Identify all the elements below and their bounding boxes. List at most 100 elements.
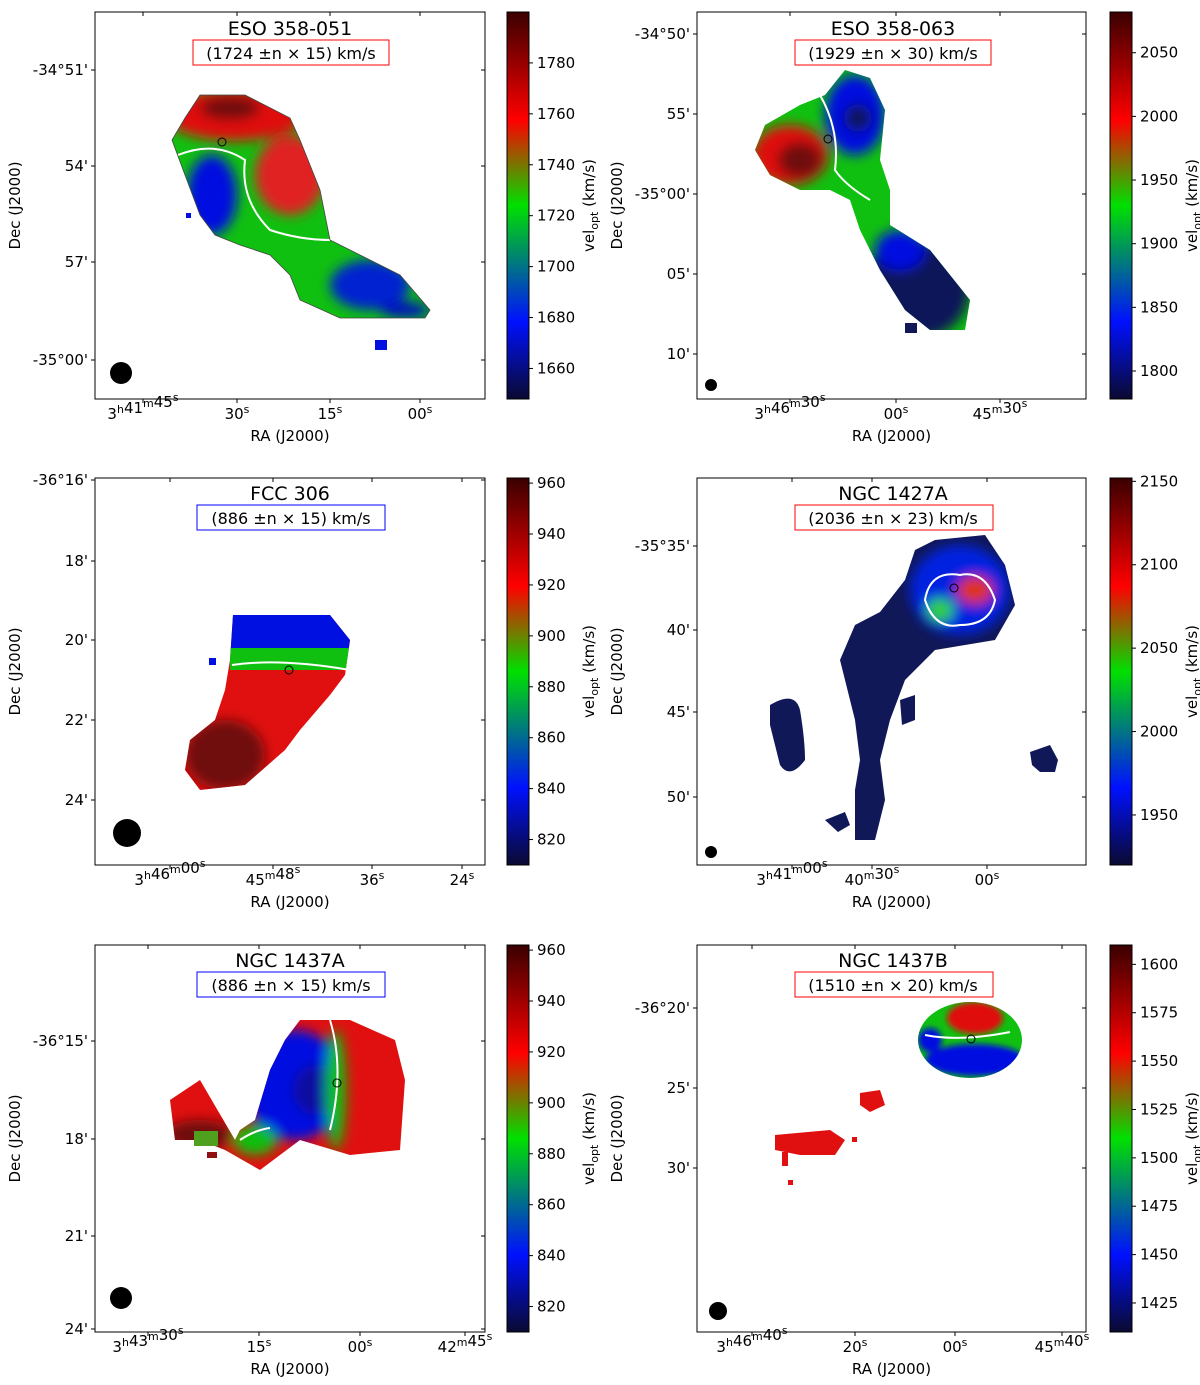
axes-layer: 3h41m45s 30s 15s 00s -34°51' 54' 57' -35°00' RA …: [6, 11, 1200, 1378]
x-tick-label: 20s: [843, 1336, 868, 1356]
x-tick-label: 15s: [247, 1336, 272, 1356]
subtitle-box: [192, 39, 390, 66]
colorbar-tick-label: 820: [537, 1298, 566, 1316]
systemic-contour: [177, 147, 331, 241]
colorbar-tick-label: 1850: [1140, 298, 1178, 316]
y-tick-label: 45': [667, 703, 690, 721]
panel-subtitle: (1510 ±n × 20) km/s: [808, 976, 977, 995]
colorbar-label: velopt (km/s): [1183, 159, 1200, 252]
y-axis-label: Dec (J2000): [608, 1094, 626, 1182]
y-tick-label: 57': [65, 253, 88, 271]
systemic-contour: [924, 1031, 1011, 1039]
panel-ngc-1427a: NGC 1427A (2036 ±n × 23) km/s: [696, 477, 1087, 866]
x-axis-label: RA (J2000): [852, 427, 931, 445]
colorbar-tick-label: 960: [537, 474, 566, 492]
y-tick-label: 50': [667, 788, 690, 806]
x-tick-label: 00s: [975, 869, 1000, 889]
colorbar-tick-label: 2000: [1140, 723, 1178, 741]
x-tick-label: 40m30s: [845, 863, 900, 889]
x-tick-label: 36s: [360, 869, 385, 889]
y-tick-label: 10': [667, 345, 690, 363]
colorbar-tick-label: 900: [537, 627, 566, 645]
colorbar-label: velopt (km/s): [580, 159, 601, 252]
colorbar-tick-label: 840: [537, 1247, 566, 1265]
y-axis-label: Dec (J2000): [6, 1094, 24, 1182]
y-tick-label: 54': [65, 157, 88, 175]
y-axis-label: Dec (J2000): [608, 627, 626, 715]
panel-title: NGC 1437B: [838, 950, 948, 972]
colorbar-tick-label: 1780: [537, 54, 575, 72]
y-tick-label: 55': [667, 105, 690, 123]
y-tick-label: -36°16': [33, 471, 88, 489]
panel-eso-358-063: ESO 358-063 (1929 ±n × 30) km/s: [696, 11, 1087, 400]
x-axis-label: RA (J2000): [250, 893, 329, 911]
colorbar-label: velopt (km/s): [580, 1092, 601, 1185]
colorbar-tick-label: 880: [537, 1145, 566, 1163]
beam: [110, 362, 132, 384]
panel-subtitle: (886 ±n × 15) km/s: [211, 509, 370, 528]
panel-title: NGC 1427A: [838, 483, 948, 505]
x-tick-label: 00s: [408, 403, 433, 423]
y-tick-label: 40': [667, 621, 690, 639]
x-tick-label: 3h43m30s: [112, 1324, 183, 1356]
plot-frame: [696, 11, 1087, 400]
y-tick-label: 24': [65, 1320, 88, 1338]
x-axis-label: RA (J2000): [852, 1360, 931, 1378]
y-tick-label: -35°00': [33, 351, 88, 369]
colorbar-tick-label: 1475: [1140, 1197, 1178, 1215]
y-tick-label: -35°35': [635, 537, 690, 555]
x-tick-label: 30s: [225, 403, 250, 423]
x-tick-label: 24s: [450, 869, 475, 889]
colorbar-tick-label: 1575: [1140, 1004, 1178, 1022]
colorbar-tick-label: 1950: [1140, 806, 1178, 824]
subtitle-box: [196, 504, 386, 531]
panel-eso-358-051: ESO 358-051 (1724 ±n × 15) km/s: [94, 11, 486, 400]
y-tick-label: 20': [65, 631, 88, 649]
colorbar-tick-label: 1660: [537, 359, 575, 377]
systemic-contour: [231, 661, 351, 671]
x-tick-label: 45m40s: [1035, 1330, 1090, 1356]
center-marker: [966, 1034, 976, 1044]
colorbar-tick-label: 1720: [537, 207, 575, 225]
x-tick-label: 45m48s: [246, 863, 301, 889]
colorbar: [1109, 944, 1133, 1333]
y-tick-label: 21': [65, 1227, 88, 1245]
colorbar: [506, 477, 530, 866]
colorbar-tick-label: 960: [537, 941, 566, 959]
outline-contour: [171, 94, 431, 319]
colorbar-tick-label: 940: [537, 525, 566, 543]
systemic-contour: [239, 1019, 339, 1141]
plot-frame: [696, 944, 1087, 1333]
y-tick-label: 25': [667, 1079, 690, 1097]
y-tick-label: -36°15': [33, 1032, 88, 1050]
x-tick-label: 00s: [943, 1336, 968, 1356]
x-tick-label: 42m45s: [438, 1330, 493, 1356]
beam: [705, 379, 717, 391]
subtitle-box: [794, 504, 994, 531]
colorbar-tick-label: 2150: [1140, 472, 1178, 490]
colorbar-tick-label: 920: [537, 576, 566, 594]
velocity-map: [918, 1002, 1022, 1078]
colorbar-tick-label: 1525: [1140, 1100, 1178, 1118]
panel-title: ESO 358-063: [831, 18, 955, 40]
panel-subtitle: (2036 ±n × 23) km/s: [808, 509, 977, 528]
colorbar-tick-label: 820: [537, 831, 566, 849]
panel-ngc-1437b: NGC 1437B (1510 ±n × 20) km/s: [696, 944, 1087, 1333]
x-tick-label: 45m30s: [973, 397, 1028, 423]
x-axis-label: RA (J2000): [250, 427, 329, 445]
systemic-contour: [819, 94, 871, 201]
panel-title: ESO 358-051: [228, 18, 352, 40]
x-tick-label: 3h46m40s: [716, 1324, 787, 1356]
colorbar-tick-label: 1600: [1140, 955, 1178, 973]
panel-ngc-1437a: NGC 1437A (886 ±n × 15) km/s: [94, 944, 486, 1333]
panel-title: FCC 306: [250, 483, 330, 505]
colorbar-tick-label: 940: [537, 992, 566, 1010]
beam: [709, 1302, 727, 1320]
x-tick-label: 15s: [318, 403, 343, 423]
colorbar-tick-label: 2050: [1140, 44, 1178, 62]
colorbar-label: velopt (km/s): [1183, 625, 1200, 718]
panel-subtitle: (1724 ±n × 15) km/s: [206, 44, 375, 63]
x-tick-label: 00s: [884, 403, 909, 423]
x-tick-label: 3h41m45s: [107, 391, 178, 423]
subtitle-box: [196, 971, 386, 998]
